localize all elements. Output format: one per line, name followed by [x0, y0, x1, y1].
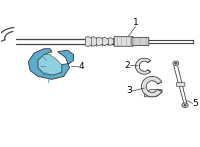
Polygon shape	[141, 76, 162, 97]
Text: 4: 4	[78, 62, 84, 71]
Circle shape	[184, 104, 186, 106]
Polygon shape	[28, 49, 73, 79]
Text: 3: 3	[127, 86, 133, 95]
Circle shape	[175, 62, 177, 64]
Polygon shape	[85, 37, 119, 46]
Text: 2: 2	[124, 61, 130, 70]
FancyBboxPatch shape	[177, 82, 185, 86]
FancyBboxPatch shape	[114, 37, 133, 46]
Circle shape	[182, 103, 188, 108]
Circle shape	[173, 61, 179, 66]
Polygon shape	[38, 55, 62, 75]
Text: 1: 1	[133, 18, 138, 27]
Text: 5: 5	[193, 99, 198, 108]
FancyBboxPatch shape	[132, 37, 149, 46]
Polygon shape	[144, 90, 162, 97]
Polygon shape	[135, 58, 151, 74]
